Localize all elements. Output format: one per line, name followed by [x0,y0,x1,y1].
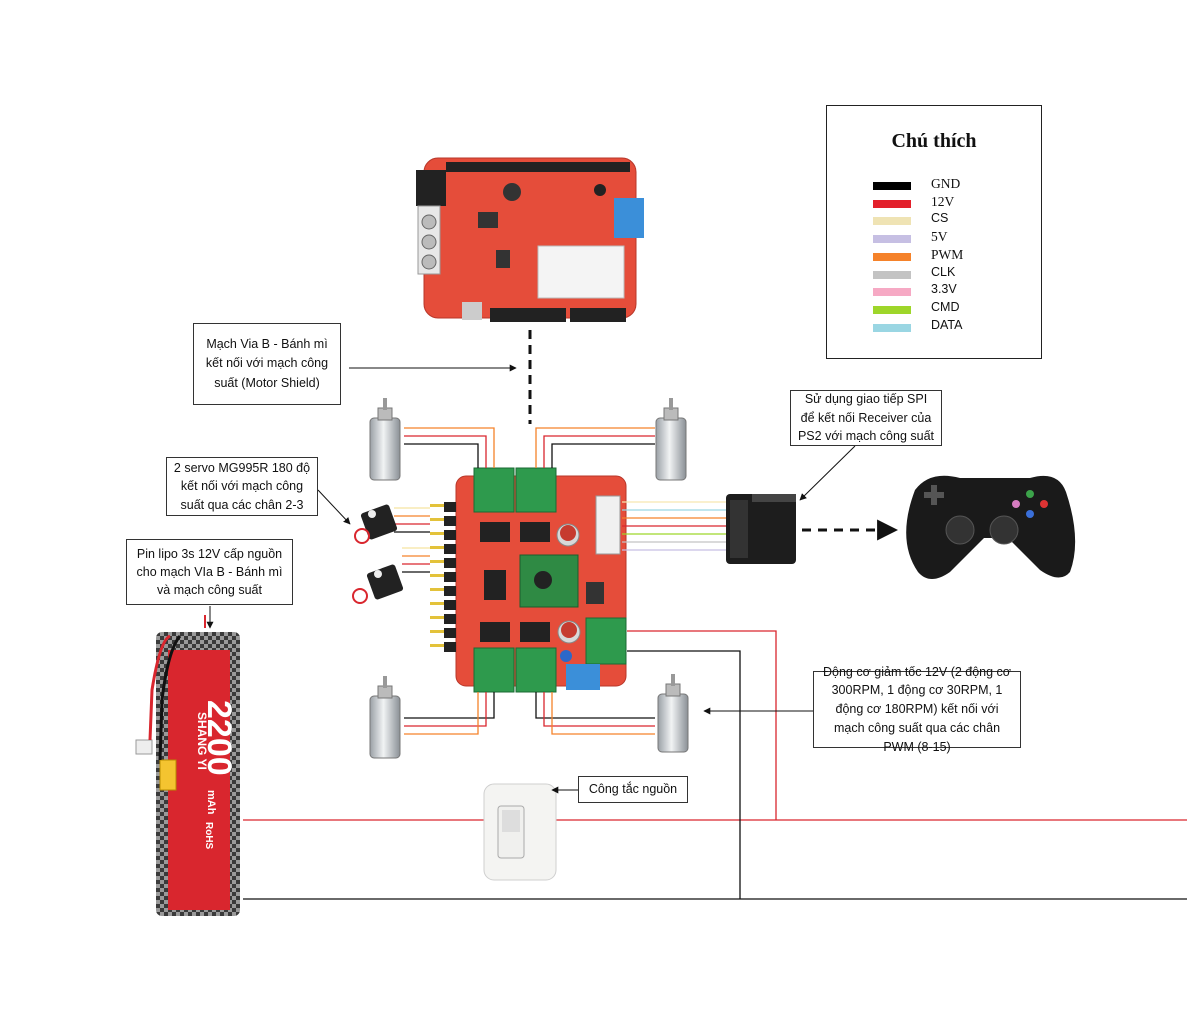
legend-swatch [873,323,911,332]
ps2-wires [622,501,726,551]
servo-2 [352,564,404,604]
note-battery: Pin lipo 3s 12V cấp nguồn cho mạch VIa B… [126,539,293,605]
motor-top-right [655,398,687,481]
legend-label: CMD [931,299,960,314]
motor-wires [404,427,655,735]
motor-top-left [369,398,401,481]
note-spi: Sử dụng giao tiếp SPI để kết nối Receive… [790,390,942,446]
legend-swatch [873,288,911,297]
legend-swatch [873,182,911,190]
legend-swatch [873,270,911,279]
legend-label: 3.3V [931,282,957,297]
servo-wires [394,507,430,573]
legend-label: CLK [931,264,956,279]
legend-label: CS [931,211,949,226]
ps2-controller [906,475,1076,579]
wire-12v-shield [627,630,777,820]
motor-bottom-left [369,676,401,759]
callout-arrows [206,364,856,794]
legend: Chú thích GND 12V CS 5V PWM CLK 3.3V CMD DATA [826,105,1042,359]
ps2-receiver [726,494,796,564]
legend-swatch [873,217,911,226]
wire-gnd-shield [627,650,741,899]
servo-1 [354,504,398,544]
legend-label: PWM [931,246,964,262]
legend-swatch [873,252,911,261]
legend-label: GND [931,176,961,191]
legend-label: 5V [931,229,948,245]
motor-shield-board [430,467,627,693]
legend-label: DATA [931,317,963,332]
legend-swatch [873,199,911,208]
battery-rohs-text: RoHS [203,822,214,850]
power-wires [204,615,1187,900]
battery-capacity-text: 2200 [200,700,238,776]
lipo-battery: SHANG YI 2200 mAh RoHS [126,628,243,918]
battery-brand-text: SHANG YI [195,712,209,770]
battery-unit-text: mAh [205,790,217,815]
note-servo: 2 servo MG995R 180 độ kết nối với mạch c… [166,457,318,516]
legend-swatch [873,235,911,244]
legend-label: 12V [931,193,955,209]
power-switch [483,783,557,881]
via-b-board [416,157,644,322]
note-via-b: Mạch Via B - Bánh mì kết nối với mạch cô… [193,323,341,405]
motor-bottom-right [657,674,689,753]
note-motor: Động cơ giảm tốc 12V (2 động cơ 300RPM, … [813,665,1021,754]
legend-swatch [873,305,911,314]
note-switch: Công tắc nguồn [578,776,688,803]
legend-title: Chú thích [891,130,977,152]
